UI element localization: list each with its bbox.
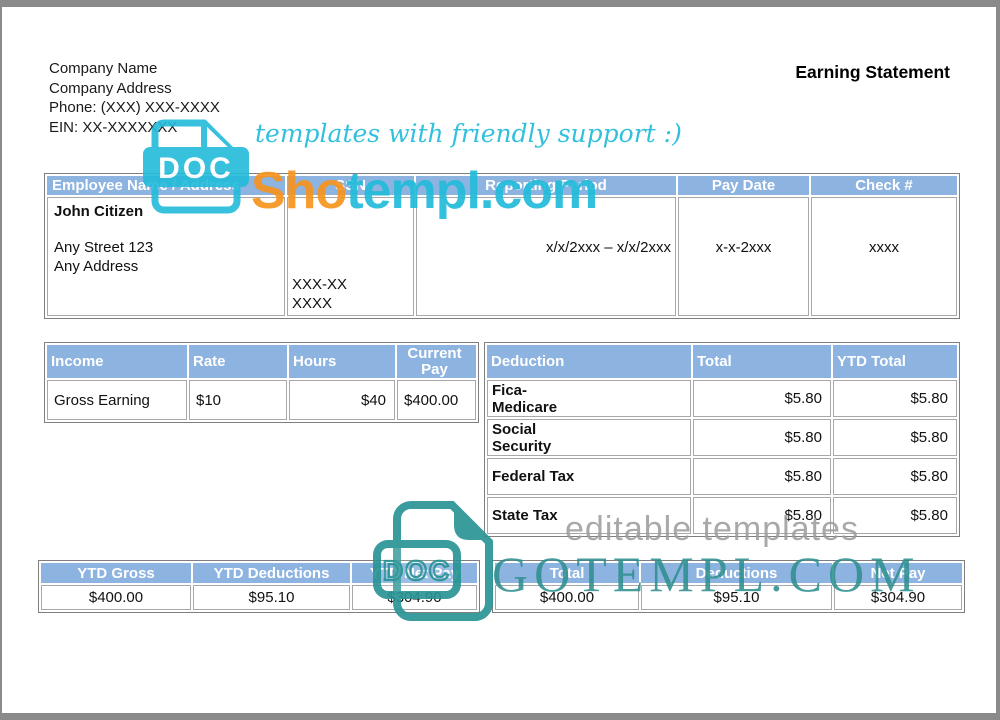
ssn-line1: XXX-XX xyxy=(292,276,348,293)
employee-table: Employee Name / Address SSN Reporting Pe… xyxy=(44,173,960,319)
income-table: Income Rate Hours Current Pay Gross Earn… xyxy=(44,342,479,423)
deduction-label: Social Security xyxy=(487,419,691,456)
col-deduction: Deduction xyxy=(487,345,691,378)
col-deductions: Deductions xyxy=(641,563,832,583)
ytd-net-pay-value: $304.90 xyxy=(352,585,477,610)
col-net-pay: Net Pay xyxy=(834,563,962,583)
deduction-total: $5.80 xyxy=(693,380,831,417)
ytd-summary-table: YTD Gross YTD Deductions YTD Net Pay $40… xyxy=(38,560,480,613)
deduction-table: Deduction Total YTD Total Fica- Medicare… xyxy=(484,342,960,537)
ytd-summary-header-row: YTD Gross YTD Deductions YTD Net Pay xyxy=(41,563,477,583)
net-pay-value: $304.90 xyxy=(834,585,962,610)
col-reporting-period: Reporting Period xyxy=(416,176,676,195)
col-total: Total xyxy=(495,563,639,583)
employee-address2: Any Address xyxy=(54,258,139,275)
deduction-ytd: $5.80 xyxy=(833,458,957,495)
deduction-row-state-tax: State Tax $5.80 $5.80 xyxy=(487,497,957,534)
total-value: $400.00 xyxy=(495,585,639,610)
col-hours: Hours xyxy=(289,345,395,378)
income-table-header-row: Income Rate Hours Current Pay xyxy=(47,345,476,378)
deductions-value: $95.10 xyxy=(641,585,832,610)
watermark-tagline: templates with friendly support :) xyxy=(255,119,682,148)
hours-cell: $40 xyxy=(289,380,395,420)
col-ytd-gross: YTD Gross xyxy=(41,563,191,583)
col-ssn: SSN xyxy=(287,176,414,195)
employee-table-row: John Citizen Any Street 123 Any Address … xyxy=(47,197,957,316)
deduction-row-social-security: Social Security $5.80 $5.80 xyxy=(487,419,957,456)
deduction-ytd: $5.80 xyxy=(833,497,957,534)
income-table-row: Gross Earning $10 $40 $400.00 xyxy=(47,380,476,420)
col-income: Income xyxy=(47,345,187,378)
deduction-total: $5.80 xyxy=(693,419,831,456)
current-pay-cell: $400.00 xyxy=(397,380,476,420)
deduction-label: Fica- Medicare xyxy=(487,380,691,417)
income-name-cell: Gross Earning xyxy=(47,380,187,420)
employee-table-header-row: Employee Name / Address SSN Reporting Pe… xyxy=(47,176,957,195)
reporting-period-cell: x/x/2xxx – x/x/2xxx xyxy=(416,197,676,316)
col-rate: Rate xyxy=(189,345,287,378)
company-ein: EIN: XX-XXXXXXX xyxy=(49,118,178,136)
deduction-label: State Tax xyxy=(487,497,691,534)
company-address: Company Address xyxy=(49,79,172,97)
ytd-summary-values-row: $400.00 $95.10 $304.90 xyxy=(41,585,477,610)
ssn-line2: XXXX xyxy=(292,295,333,312)
deduction-label: Federal Tax xyxy=(487,458,691,495)
company-name: Company Name xyxy=(49,60,158,77)
employee-street: Any Street 123 xyxy=(54,239,154,256)
totals-table: Total Deductions Net Pay $400.00 $95.10 … xyxy=(492,560,965,613)
ytd-gross-value: $400.00 xyxy=(41,585,191,610)
deduction-ytd: $5.80 xyxy=(833,419,957,456)
col-total: Total xyxy=(693,345,831,378)
deduction-ytd: $5.80 xyxy=(833,380,957,417)
col-current-pay: Current Pay xyxy=(397,345,476,378)
col-pay-date: Pay Date xyxy=(678,176,809,195)
ytd-deductions-value: $95.10 xyxy=(193,585,350,610)
page-title: Earning Statement xyxy=(795,62,950,82)
deduction-table-header-row: Deduction Total YTD Total xyxy=(487,345,957,378)
deduction-total: $5.80 xyxy=(693,458,831,495)
employee-name: John Citizen xyxy=(54,203,144,220)
totals-values-row: $400.00 $95.10 $304.90 xyxy=(495,585,962,610)
col-employee-name-address: Employee Name / Address xyxy=(47,176,285,195)
pay-date-cell: x-x-2xxx xyxy=(678,197,809,316)
ssn-cell: XXX-XX XXXX xyxy=(287,197,414,316)
deduction-total: $5.80 xyxy=(693,497,831,534)
totals-header-row: Total Deductions Net Pay xyxy=(495,563,962,583)
company-phone: Phone: (XXX) XXX-XXXX xyxy=(49,99,220,116)
employee-name-address-cell: John Citizen Any Street 123 Any Address xyxy=(47,197,285,316)
company-info-block: Company Name Company Address Phone: (XXX… xyxy=(49,59,220,137)
col-ytd-deductions: YTD Deductions xyxy=(193,563,350,583)
col-ytd-net-pay: YTD Net Pay xyxy=(352,563,477,583)
deduction-row-fica: Fica- Medicare $5.80 $5.80 xyxy=(487,380,957,417)
rate-cell: $10 xyxy=(189,380,287,420)
check-number-cell: xxxx xyxy=(811,197,957,316)
deduction-row-federal-tax: Federal Tax $5.80 $5.80 xyxy=(487,458,957,495)
col-ytd-total: YTD Total xyxy=(833,345,957,378)
col-check-number: Check # xyxy=(811,176,957,195)
